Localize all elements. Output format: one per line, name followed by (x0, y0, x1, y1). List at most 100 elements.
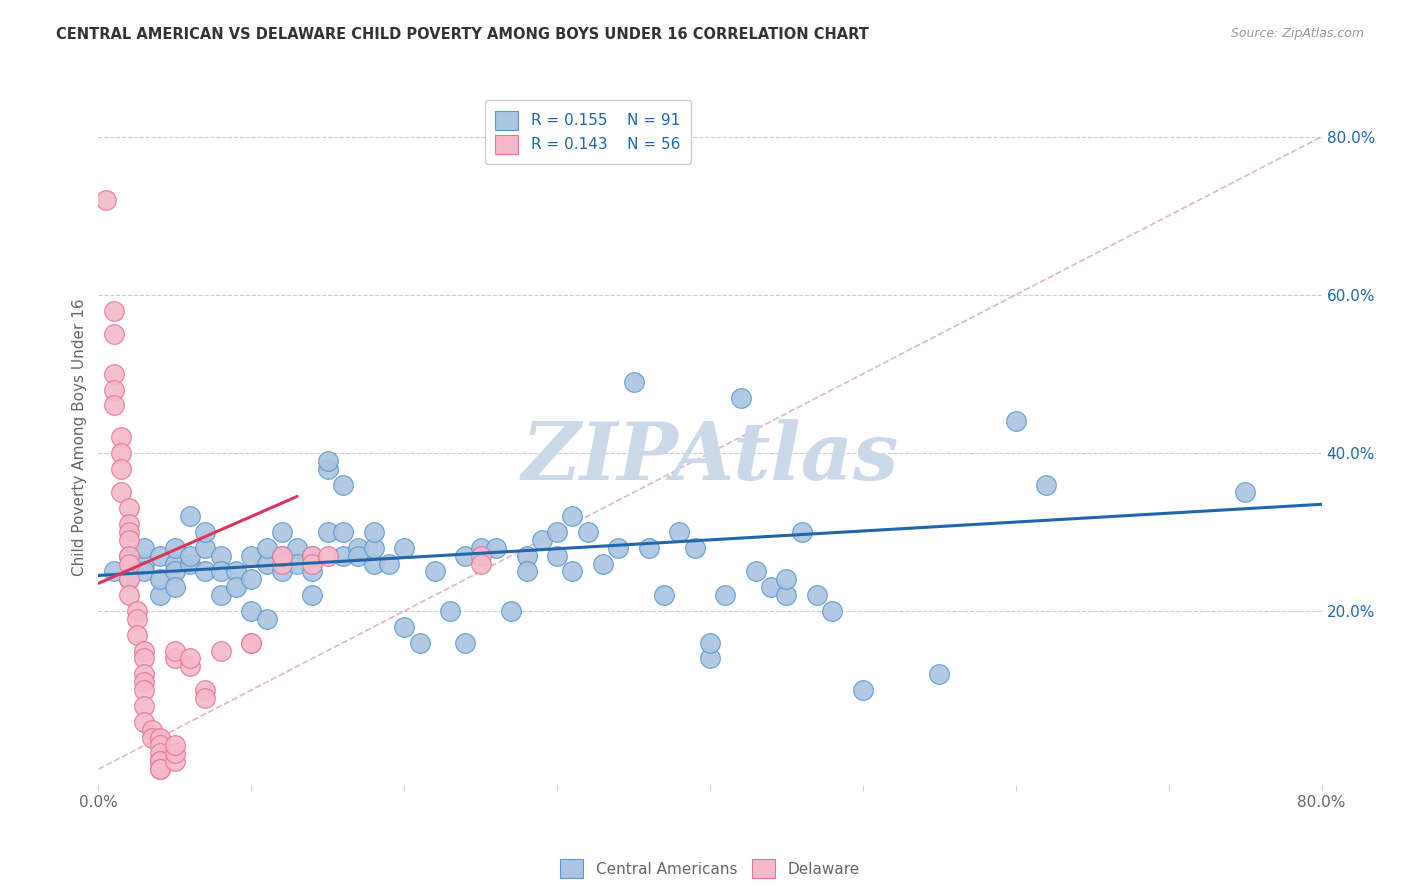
Point (454, 549, 477, 563)
Point (759, 580, 782, 594)
Point (301, 549, 323, 563)
Point (454, 635, 477, 649)
Point (1035, 477, 1057, 491)
Point (561, 509, 583, 524)
Point (301, 588, 323, 602)
Point (209, 588, 232, 602)
Text: ZIPAtlas: ZIPAtlas (522, 419, 898, 497)
Point (103, 565, 125, 579)
Legend: Central Americans, Delaware: Central Americans, Delaware (553, 852, 868, 886)
Point (118, 573, 141, 587)
Point (118, 501, 141, 516)
Point (270, 524, 292, 539)
Point (194, 541, 217, 555)
Point (316, 461, 339, 475)
Point (134, 683, 156, 698)
Point (163, 739, 186, 753)
Point (149, 754, 172, 768)
Point (714, 588, 737, 602)
Point (240, 604, 263, 618)
Point (149, 754, 172, 768)
Point (134, 714, 156, 729)
Point (179, 659, 201, 673)
Point (118, 557, 141, 571)
Point (530, 533, 553, 547)
Point (347, 541, 370, 555)
Point (134, 643, 156, 657)
Point (240, 635, 263, 649)
Point (163, 565, 186, 579)
Point (149, 747, 172, 761)
Point (256, 557, 278, 571)
Point (576, 524, 599, 539)
Point (194, 690, 217, 705)
Point (652, 588, 675, 602)
Point (163, 651, 186, 665)
Point (546, 524, 568, 539)
Point (163, 643, 186, 657)
Point (775, 573, 797, 587)
Point (332, 524, 354, 539)
Point (134, 667, 156, 681)
Point (163, 747, 186, 761)
Point (94, 193, 117, 207)
Point (378, 557, 401, 571)
Point (209, 549, 232, 563)
Point (118, 533, 141, 547)
Point (745, 565, 768, 579)
Point (125, 612, 148, 626)
Point (270, 549, 292, 563)
Point (501, 604, 523, 618)
Point (301, 549, 323, 563)
Point (363, 557, 385, 571)
Point (103, 383, 125, 397)
Point (516, 549, 538, 563)
Point (790, 524, 813, 539)
Point (637, 541, 661, 555)
Point (134, 557, 156, 571)
Point (149, 762, 172, 776)
Point (316, 454, 339, 468)
Point (110, 430, 132, 444)
Point (103, 303, 125, 318)
Point (852, 683, 875, 698)
Point (163, 557, 186, 571)
Point (134, 651, 156, 665)
Point (134, 565, 156, 579)
Point (149, 739, 172, 753)
Point (1234, 485, 1257, 500)
Point (240, 549, 263, 563)
Point (179, 651, 201, 665)
Point (516, 565, 538, 579)
Text: CENTRAL AMERICAN VS DELAWARE CHILD POVERTY AMONG BOYS UNDER 16 CORRELATION CHART: CENTRAL AMERICAN VS DELAWARE CHILD POVER… (56, 27, 869, 42)
Point (439, 604, 461, 618)
Point (285, 541, 308, 555)
Point (149, 549, 172, 563)
Point (225, 565, 247, 579)
Point (149, 573, 172, 587)
Point (699, 635, 721, 649)
Point (103, 367, 125, 381)
Point (623, 375, 645, 389)
Point (103, 327, 125, 342)
Point (240, 573, 263, 587)
Point (134, 675, 156, 690)
Point (270, 557, 292, 571)
Point (141, 731, 163, 745)
Point (332, 477, 354, 491)
Point (118, 524, 141, 539)
Point (699, 651, 721, 665)
Point (118, 573, 141, 587)
Point (118, 588, 141, 602)
Point (163, 754, 186, 768)
Point (118, 549, 141, 563)
Point (240, 635, 263, 649)
Point (775, 588, 797, 602)
Point (928, 667, 950, 681)
Point (392, 620, 416, 634)
Point (316, 524, 339, 539)
Point (149, 731, 172, 745)
Point (110, 485, 132, 500)
Point (332, 549, 354, 563)
Point (194, 524, 217, 539)
